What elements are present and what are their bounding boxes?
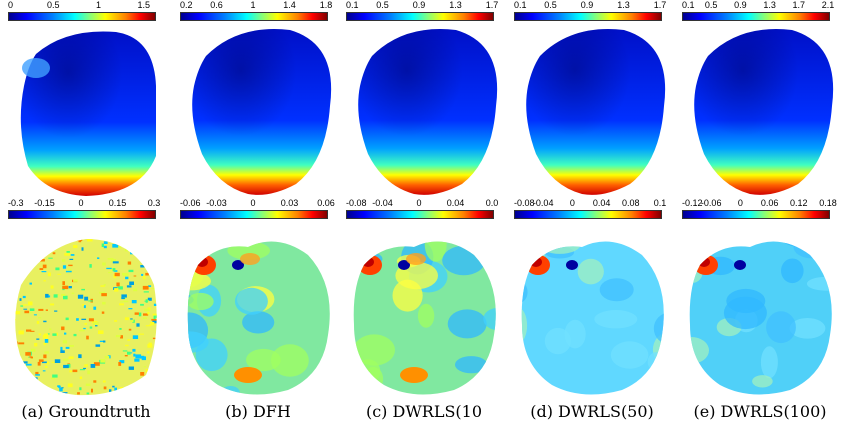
- colorbar-tick-label: 0.15: [108, 198, 127, 208]
- bottom-colorbar: [180, 210, 328, 219]
- top-colorbar-ticks: 0 0.5 1 1.5: [6, 0, 166, 12]
- panel-caption: (b) DFH: [225, 402, 291, 421]
- bottom-colorbar-ticks: -0.3 -0.15 0 0.15 0.3: [6, 198, 166, 210]
- colorbar-tick-label: 0.1: [514, 0, 527, 10]
- top-colorbar: [514, 12, 662, 21]
- figure-panel: 0.1 0.5 0.9 1.3 1.7 -0.08 -0.04 0 0.04 0.0 (c) DWR…: [344, 0, 504, 429]
- colorbar-tick-label: -0.04: [372, 198, 393, 208]
- bottom-colorbar-ticks: -0.08 -0.04 0 0.04 0.08 0.1: [512, 198, 672, 210]
- colorbar-tick-label: 0.5: [704, 0, 718, 10]
- colorbar-tick-label: 0: [8, 0, 14, 10]
- colorbar-tick-label: 0.08: [622, 198, 640, 208]
- colorbar-tick-label: -0.03: [206, 198, 227, 208]
- top-colorbar: [346, 12, 494, 21]
- top-colorbar-ticks: 0.2 0.6 1 1.4 1.8: [178, 0, 338, 12]
- top-colorbar-ticks: 0.1 0.5 0.9 1.3 1.7: [512, 0, 672, 12]
- colorbar-tick-label: 0.5: [544, 0, 557, 10]
- bottom-error-render: [521, 241, 664, 395]
- bottom-colorbar: [346, 210, 494, 219]
- top-colorbar-ticks: 0.1 0.5 0.9 1.3 1.7 2.1: [680, 0, 840, 12]
- colorbar-tick-label: -0.3: [8, 198, 24, 208]
- top-colorbar: [180, 12, 328, 21]
- colorbar-tick-label: 0.9: [734, 0, 747, 10]
- colorbar-tick-label: 0.5: [46, 0, 60, 10]
- colorbar-tick-label: -0.08: [514, 198, 535, 208]
- colorbar-tick-label: 1.8: [319, 0, 333, 10]
- colorbar-tick-label: 0: [569, 198, 575, 208]
- figure-panel: 0 0.5 1 1.5 -0.3 -0.15 0 0.15 0.3 (a) Groundtruth: [6, 0, 166, 429]
- colorbar-tick-label: 1.3: [617, 0, 630, 10]
- top-surface-render: [526, 29, 666, 195]
- bottom-colorbar-ticks: -0.06 -0.03 0 0.03 0.06: [178, 198, 338, 210]
- panel-caption: (d) DWRLS(50): [530, 402, 654, 421]
- bottom-colorbar-ticks: -0.12 -0.06 0 0.06 0.12 0.18: [680, 198, 840, 210]
- figure-panel: 0.2 0.6 1 1.4 1.8 -0.06 -0.03 0 0.03 0.06 (b) DFH: [178, 0, 338, 429]
- top-surface-render: [358, 29, 498, 195]
- bottom-colorbar: [682, 210, 830, 219]
- colorbar-tick-label: 0: [737, 198, 743, 208]
- colorbar-tick-label: 1.7: [485, 0, 499, 10]
- colorbar-tick-label: 1.5: [137, 0, 151, 10]
- top-colorbar: [8, 12, 156, 21]
- colorbar-tick-label: 0.12: [790, 198, 808, 208]
- bottom-colorbar: [514, 210, 662, 219]
- colorbar-tick-label: -0.06: [700, 198, 722, 208]
- colorbar-tick-label: 0.03: [280, 198, 299, 208]
- colorbar-tick-label: 0: [250, 198, 256, 208]
- colorbar-tick-label: 0: [78, 198, 84, 208]
- panel-caption: (c) DWRLS(10: [365, 402, 483, 421]
- colorbar-tick-label: 0.2: [180, 0, 193, 10]
- colorbar-tick-label: 1.3: [763, 0, 776, 10]
- bottom-error-render: [15, 239, 157, 396]
- bottom-colorbar: [8, 210, 156, 219]
- bottom-error-render: [689, 241, 832, 395]
- panel-caption: (e) DWRLS(100): [693, 402, 827, 421]
- colorbar-tick-label: -0.08: [346, 198, 367, 208]
- colorbar-tick-label: 1: [250, 0, 256, 10]
- colorbar-tick-label: 0.1: [653, 198, 667, 208]
- colorbar-tick-label: 2.1: [821, 0, 835, 10]
- colorbar-tick-label: 0.04: [446, 198, 465, 208]
- colorbar-tick-label: 1.7: [653, 0, 667, 10]
- colorbar-tick-label: 0.04: [592, 198, 611, 208]
- colorbar-tick-label: -0.04: [532, 198, 554, 208]
- colorbar-tick-label: 0.18: [819, 198, 837, 208]
- colorbar-tick-label: 0.9: [412, 0, 426, 10]
- bottom-error-render: [187, 241, 330, 395]
- colorbar-tick-label: 1.3: [449, 0, 462, 10]
- colorbar-tick-label: 0.06: [317, 198, 335, 208]
- colorbar-tick-label: 0: [416, 198, 422, 208]
- top-colorbar: [682, 12, 830, 21]
- top-surface-render: [694, 29, 834, 195]
- bottom-error-render: [353, 241, 496, 395]
- colorbar-tick-label: 0.06: [760, 198, 779, 208]
- colorbar-tick-label: 0.3: [147, 198, 161, 208]
- colorbar-tick-label: 1.4: [283, 0, 296, 10]
- colorbar-tick-label: 0.5: [376, 0, 389, 10]
- top-surface-render: [192, 29, 332, 195]
- colorbar-tick-label: -0.12: [682, 198, 703, 208]
- colorbar-tick-label: 1.7: [792, 0, 806, 10]
- top-colorbar-ticks: 0.1 0.5 0.9 1.3 1.7: [344, 0, 504, 12]
- colorbar-tick-label: 0.6: [210, 0, 223, 10]
- top-surface-render: [20, 31, 156, 196]
- colorbar-tick-label: 0.9: [580, 0, 594, 10]
- error-surface-shape: [15, 239, 157, 396]
- colorbar-tick-label: 0.0: [485, 198, 499, 208]
- colorbar-tick-label: 1: [96, 0, 102, 10]
- panel-caption: (a) Groundtruth: [21, 402, 151, 421]
- colorbar-tick-label: -0.06: [180, 198, 201, 208]
- colorbar-tick-label: -0.15: [34, 198, 55, 208]
- figure-panel: 0.1 0.5 0.9 1.3 1.7 -0.08 -0.04 0 0.04 0.08 0.1 (d)…: [512, 0, 672, 429]
- bottom-colorbar-ticks: -0.08 -0.04 0 0.04 0.0: [344, 198, 504, 210]
- colorbar-tick-label: 0.1: [346, 0, 359, 10]
- colorbar-tick-label: 0.1: [682, 0, 695, 10]
- figure-panel: 0.1 0.5 0.9 1.3 1.7 2.1 -0.12 -0.06 0 0.06 0.12 0.1…: [680, 0, 840, 429]
